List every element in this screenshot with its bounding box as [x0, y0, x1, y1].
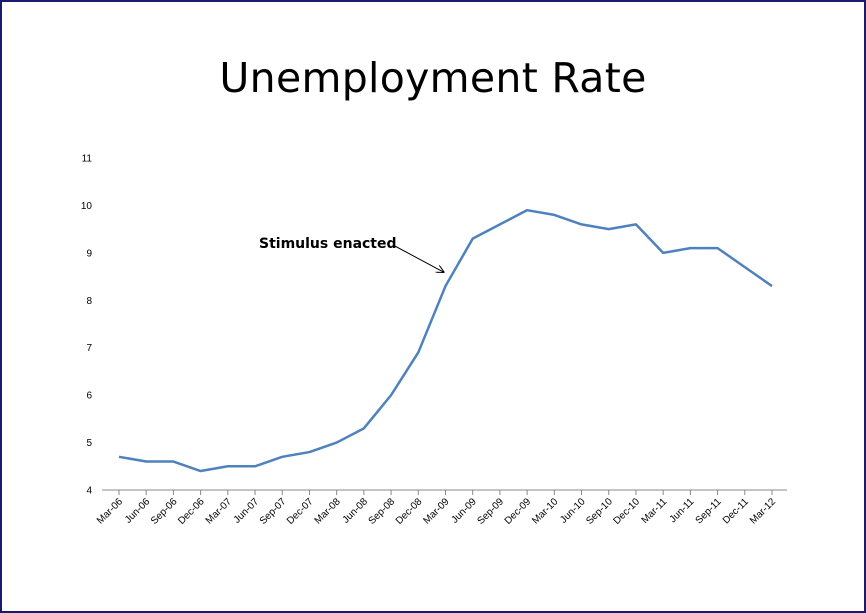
y-tick-label: 9 [86, 248, 92, 259]
data-point-dec-09 [526, 209, 528, 211]
x-tick-label: Sep-07 [258, 496, 289, 527]
x-tick-label: Sep-09 [475, 496, 506, 527]
x-tick-label: Dec-09 [503, 496, 534, 527]
data-point-mar-08 [335, 441, 337, 443]
data-point-sep-06 [172, 460, 174, 462]
y-tick-label: 7 [86, 343, 92, 354]
x-tick-label: Dec-10 [611, 496, 642, 527]
x-tick-label: Mar-11 [640, 496, 670, 526]
data-point-jun-08 [363, 427, 365, 429]
x-tick-label: Jun-08 [341, 496, 371, 526]
x-tick-label: Mar-10 [530, 496, 560, 526]
x-tick-label: Sep-08 [367, 496, 398, 527]
x-axis-ticks: Mar-06Jun-06Sep-06Dec-06Mar-07Jun-07Sep-… [95, 490, 778, 527]
data-point-mar-09 [444, 285, 446, 287]
data-point-dec-08 [417, 351, 419, 353]
x-tick-label: Jun-10 [558, 496, 588, 526]
data-point-mar-07 [227, 465, 229, 467]
annotation-label: Stimulus enacted [259, 236, 397, 252]
data-point-sep-08 [390, 394, 392, 396]
data-point-sep-07 [281, 456, 283, 458]
y-axis-ticks: 4 5 6 7 8 9 10 11 [81, 154, 93, 497]
x-tick-label: Mar-06 [95, 496, 125, 526]
data-point-mar-11 [662, 252, 664, 254]
chart-title: Unemployment Rate [219, 54, 647, 102]
x-tick-label: Dec-11 [721, 496, 751, 526]
annotation-arrow [392, 244, 444, 272]
y-tick-label: 8 [86, 296, 92, 307]
data-point-mar-06 [118, 456, 120, 458]
x-tick-label: Jun-11 [668, 496, 697, 525]
y-tick-label: 5 [86, 438, 92, 449]
y-tick-label: 10 [81, 201, 93, 212]
x-tick-label: Mar-09 [421, 496, 451, 526]
x-tick-label: Sep-11 [694, 496, 724, 526]
x-tick-label: Mar-07 [204, 496, 234, 526]
annotations: Stimulus enacted [259, 236, 444, 272]
data-point-sep-11 [716, 247, 718, 249]
data-point-mar-12 [771, 285, 773, 287]
data-point-jun-09 [472, 237, 474, 239]
x-tick-label: Sep-06 [149, 496, 180, 527]
data-point-jun-07 [254, 465, 256, 467]
unemployment-series-line [118, 208, 773, 473]
x-tick-label: Jun-09 [449, 496, 479, 526]
x-tick-label: Dec-07 [285, 496, 316, 527]
data-point-dec-11 [744, 266, 746, 268]
x-tick-label: Jun-06 [123, 496, 153, 526]
x-tick-label: Dec-08 [394, 496, 425, 527]
y-tick-label: 4 [86, 486, 92, 497]
data-point-dec-10 [635, 223, 637, 225]
data-point-sep-10 [608, 228, 610, 230]
data-point-dec-06 [199, 470, 201, 472]
data-point-jun-11 [689, 247, 691, 249]
data-point-mar-10 [553, 214, 555, 216]
x-tick-label: Jun-07 [232, 496, 262, 526]
y-tick-label: 11 [82, 154, 93, 165]
y-tick-label: 6 [86, 391, 92, 402]
x-tick-label: Mar-08 [313, 496, 343, 526]
data-point-jun-10 [580, 223, 582, 225]
data-point-sep-09 [499, 223, 501, 225]
x-tick-label: Dec-06 [176, 496, 207, 527]
data-point-jun-06 [145, 460, 147, 462]
data-point-dec-07 [308, 451, 310, 453]
series-points [118, 209, 773, 472]
x-tick-label: Sep-10 [584, 496, 615, 527]
x-tick-label: Mar-12 [748, 496, 778, 526]
